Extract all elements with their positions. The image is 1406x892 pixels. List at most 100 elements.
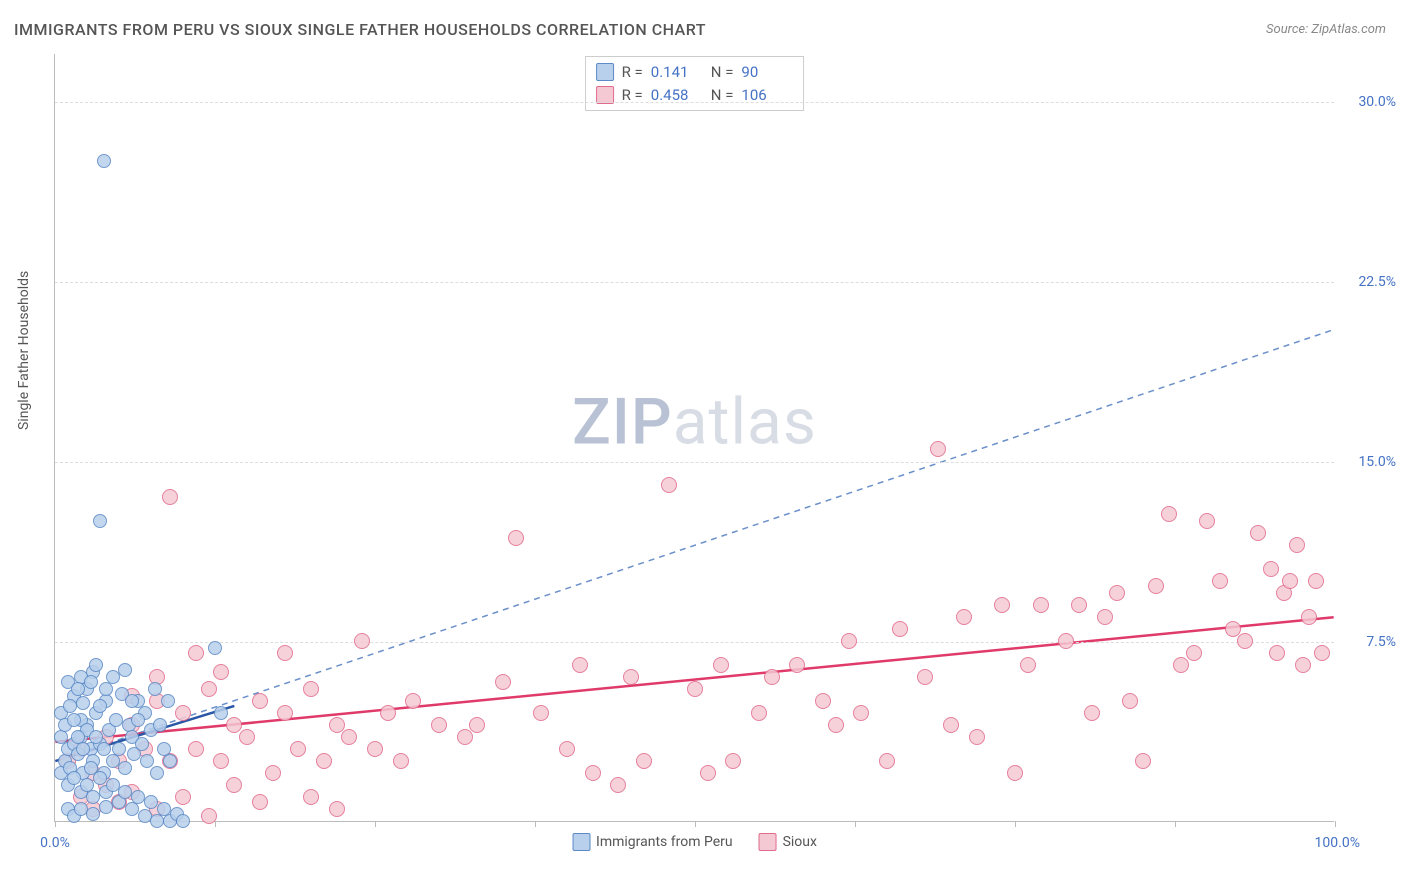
marker-sioux <box>508 530 524 546</box>
marker-sioux <box>623 669 639 685</box>
marker-sioux <box>1109 585 1125 601</box>
x-tick <box>1335 821 1336 827</box>
marker-peru <box>97 742 111 756</box>
y-tick-label: 22.5% <box>1341 274 1396 290</box>
marker-sioux <box>1033 597 1049 613</box>
marker-sioux <box>175 705 191 721</box>
marker-sioux <box>1097 609 1113 625</box>
r-value-peru: 0.141 <box>651 61 703 84</box>
marker-sioux <box>636 753 652 769</box>
marker-sioux <box>713 657 729 673</box>
chart-title: IMMIGRANTS FROM PERU VS SIOUX SINGLE FAT… <box>14 20 706 39</box>
marker-sioux <box>700 765 716 781</box>
marker-sioux <box>1289 537 1305 553</box>
marker-sioux <box>226 777 242 793</box>
marker-sioux <box>1020 657 1036 673</box>
marker-sioux <box>879 753 895 769</box>
trend-line <box>55 617 1333 742</box>
marker-peru <box>140 754 154 768</box>
marker-sioux <box>303 789 319 805</box>
marker-peru <box>99 800 113 814</box>
marker-sioux <box>329 717 345 733</box>
marker-sioux <box>956 609 972 625</box>
marker-sioux <box>1301 609 1317 625</box>
marker-peru <box>112 742 126 756</box>
marker-sioux <box>1007 765 1023 781</box>
marker-peru <box>144 795 158 809</box>
marker-sioux <box>457 729 473 745</box>
marker-sioux <box>533 705 549 721</box>
x-tick-label-max: 100.0% <box>1315 835 1360 851</box>
marker-sioux <box>815 693 831 709</box>
swatch-peru <box>596 63 614 81</box>
marker-peru <box>97 154 111 168</box>
marker-peru <box>214 706 228 720</box>
marker-sioux <box>213 664 229 680</box>
plot-area: ZIPatlas R = 0.141 N = 90 R = 0.458 N = … <box>54 54 1334 822</box>
marker-sioux <box>828 717 844 733</box>
marker-sioux <box>239 729 255 745</box>
marker-sioux <box>1199 513 1215 529</box>
marker-sioux <box>380 705 396 721</box>
marker-peru <box>84 761 98 775</box>
marker-peru <box>125 694 139 708</box>
marker-peru <box>54 730 68 744</box>
marker-sioux <box>1186 645 1202 661</box>
marker-peru <box>118 663 132 677</box>
marker-peru <box>161 694 175 708</box>
marker-sioux <box>930 441 946 457</box>
marker-peru <box>176 814 190 828</box>
marker-sioux <box>201 681 217 697</box>
marker-peru <box>106 670 120 684</box>
marker-peru <box>71 682 85 696</box>
marker-sioux <box>162 489 178 505</box>
marker-peru <box>89 658 103 672</box>
x-tick <box>1175 821 1176 827</box>
marker-peru <box>135 737 149 751</box>
marker-sioux <box>405 693 421 709</box>
legend-item-peru: Immigrants from Peru <box>572 833 733 851</box>
marker-sioux <box>469 717 485 733</box>
marker-peru <box>93 699 107 713</box>
marker-peru <box>131 713 145 727</box>
marker-sioux <box>725 753 741 769</box>
marker-sioux <box>1314 645 1330 661</box>
marker-sioux <box>213 753 229 769</box>
marker-sioux <box>841 633 857 649</box>
marker-sioux <box>585 765 601 781</box>
marker-sioux <box>495 674 511 690</box>
marker-sioux <box>1161 506 1177 522</box>
n-value-peru: 90 <box>741 61 793 84</box>
marker-sioux <box>1225 621 1241 637</box>
marker-sioux <box>1148 578 1164 594</box>
marker-sioux <box>1237 633 1253 649</box>
marker-sioux <box>1212 573 1228 589</box>
marker-sioux <box>1122 693 1138 709</box>
x-tick <box>695 821 696 827</box>
marker-peru <box>208 641 222 655</box>
swatch-peru <box>572 833 590 851</box>
marker-sioux <box>252 693 268 709</box>
watermark: ZIPatlas <box>572 385 817 460</box>
source-label: Source: ZipAtlas.com <box>1266 22 1386 37</box>
marker-sioux <box>201 808 217 824</box>
n-label: N = <box>711 61 734 84</box>
marker-peru <box>84 675 98 689</box>
marker-sioux <box>559 741 575 757</box>
legend-label-sioux: Sioux <box>783 834 817 850</box>
marker-sioux <box>764 669 780 685</box>
marker-sioux <box>226 717 242 733</box>
marker-sioux <box>1308 573 1324 589</box>
marker-sioux <box>917 669 933 685</box>
x-tick <box>375 821 376 827</box>
marker-sioux <box>1135 753 1151 769</box>
gridline <box>55 102 1334 103</box>
marker-sioux <box>265 765 281 781</box>
marker-peru <box>99 682 113 696</box>
marker-peru <box>163 754 177 768</box>
marker-sioux <box>572 657 588 673</box>
marker-sioux <box>892 621 908 637</box>
marker-peru <box>106 778 120 792</box>
marker-sioux <box>943 717 959 733</box>
marker-sioux <box>661 477 677 493</box>
